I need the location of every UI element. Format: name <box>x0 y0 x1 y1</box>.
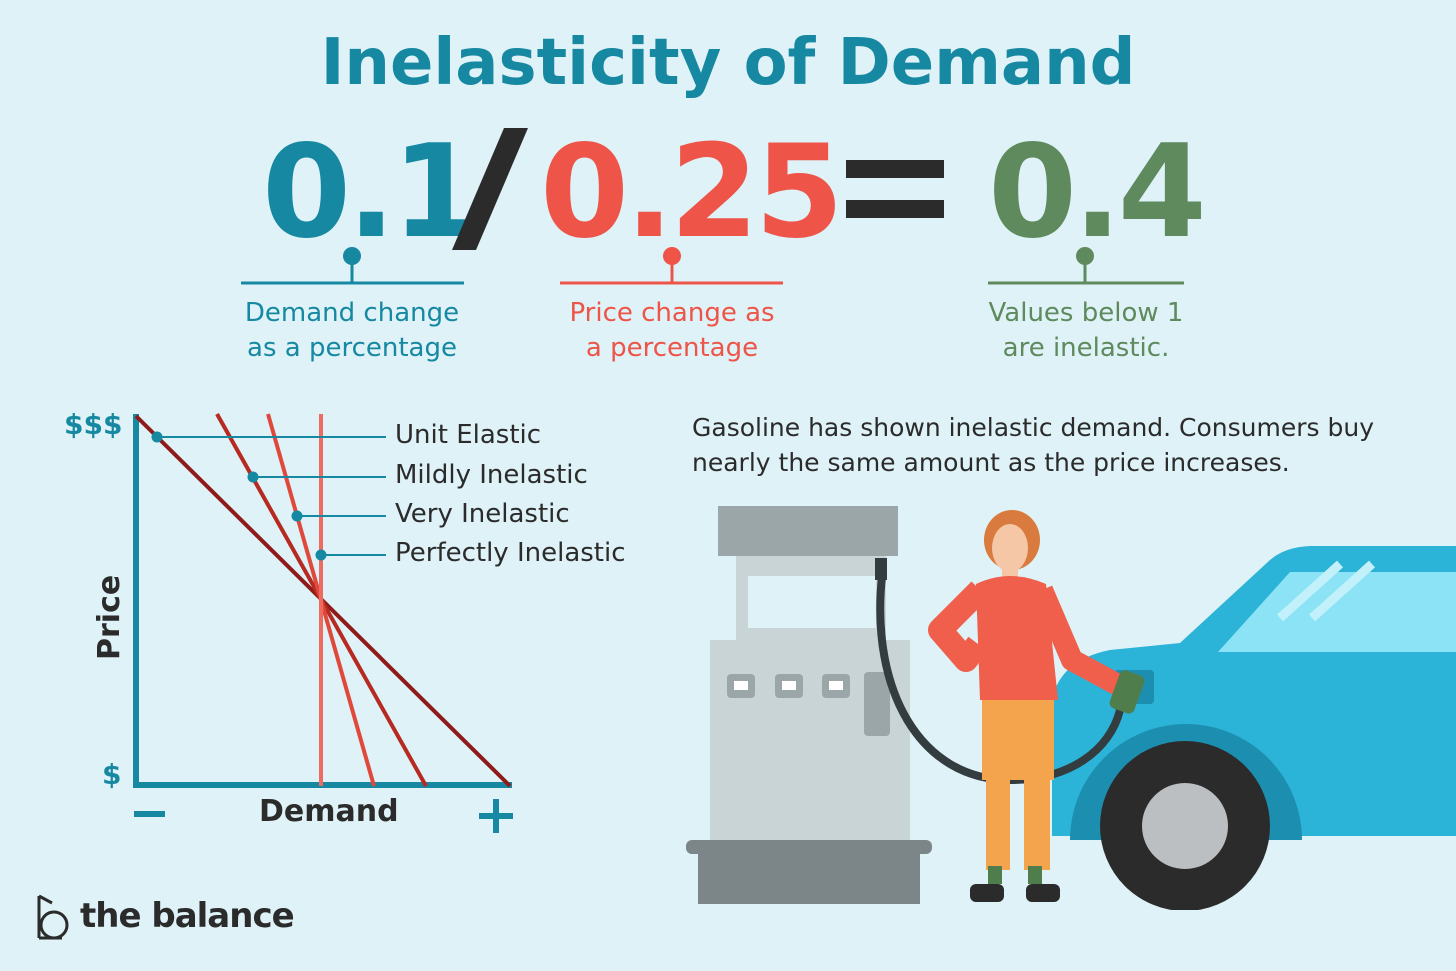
mildly-inelastic-marker <box>247 471 259 483</box>
brand-name: the balance <box>80 896 295 936</box>
y-min-label: $ <box>102 758 122 791</box>
page-title: Inelasticity of Demand <box>320 26 1136 100</box>
car-illustration <box>1052 546 1456 910</box>
fuel-nozzle <box>1109 670 1145 714</box>
unit-elastic-marker <box>151 431 163 443</box>
gasoline-description: Gasoline has shown inelastic demand. Con… <box>692 413 1375 477</box>
demand-caption-line-1: Demand change <box>244 298 460 328</box>
result-caption-line-1: Values below 1 <box>988 298 1184 328</box>
result-connector <box>988 247 1184 285</box>
elasticity-result-value: 0.4 <box>988 118 1207 267</box>
price-change-value: 0.25 <box>540 118 844 267</box>
demand-minus-icon <box>134 811 165 817</box>
nozzle-holder <box>864 672 890 736</box>
y-axis-title: Price <box>92 574 127 660</box>
demand-chart <box>133 413 513 833</box>
price-caption-line-2: a percentage <box>585 333 759 363</box>
perfectly-inelastic-marker <box>315 549 327 561</box>
demand-caption-line-2: as a percentage <box>247 333 457 363</box>
very-inelastic-marker <box>291 510 303 522</box>
result-caption-line-2: are inelastic. <box>1002 333 1170 363</box>
gas-station-illustration <box>686 506 1456 910</box>
legend-mildly-inelastic: Mildly Inelastic <box>395 460 588 490</box>
demand-plus-icon-v <box>493 799 499 833</box>
result-caption: Values below 1 are inelastic. <box>970 296 1202 366</box>
legend-unit-elastic: Unit Elastic <box>395 420 542 450</box>
formula-connectors <box>241 247 1184 285</box>
price-caption-line-1: Price change as <box>569 298 775 328</box>
equals-sign-top-bar <box>846 160 944 178</box>
legend-very-inelastic: Very Inelastic <box>395 499 570 529</box>
legend-perfectly-inelastic: Perfectly Inelastic <box>395 538 626 568</box>
demand-change-value: 0.1 <box>262 118 481 267</box>
price-connector <box>560 247 783 285</box>
gas-pump-illustration <box>686 506 1124 904</box>
y-max-label: $$$ <box>64 408 123 441</box>
divide-sign <box>452 128 528 250</box>
price-caption: Price change as a percentage <box>552 296 792 366</box>
balance-logo-icon <box>37 894 69 940</box>
x-axis-title: Demand <box>259 794 399 829</box>
equals-sign-bottom-bar <box>846 200 944 218</box>
demand-caption: Demand change as a percentage <box>232 296 472 366</box>
demand-connector <box>241 247 464 285</box>
person-illustration <box>928 510 1145 902</box>
car-window <box>1218 572 1456 652</box>
